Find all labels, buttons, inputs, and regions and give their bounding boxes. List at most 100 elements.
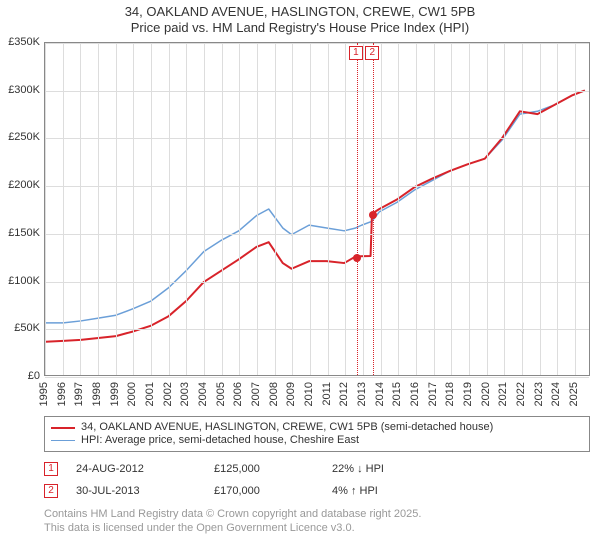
gridline-v <box>557 43 558 375</box>
gridline-v <box>257 43 258 375</box>
gridline-h <box>45 186 589 187</box>
legend-swatch <box>51 427 75 429</box>
gridline-v <box>398 43 399 375</box>
gridline-v <box>504 43 505 375</box>
legend: 34, OAKLAND AVENUE, HASLINGTON, CREWE, C… <box>44 416 590 452</box>
x-tick-label: 1998 <box>91 382 103 406</box>
event-marker-line <box>357 43 358 375</box>
event-price: £125,000 <box>214 463 314 475</box>
event-row: 1 24-AUG-2012 £125,000 22% ↓ HPI <box>44 458 590 480</box>
x-tick-label: 2024 <box>550 382 562 406</box>
gridline-h <box>45 234 589 235</box>
x-tick-label: 2009 <box>285 382 297 406</box>
x-tick-label: 2019 <box>462 382 474 406</box>
x-tick-label: 2025 <box>568 382 580 406</box>
legend-label: 34, OAKLAND AVENUE, HASLINGTON, CREWE, C… <box>81 421 493 434</box>
title-line-1: 34, OAKLAND AVENUE, HASLINGTON, CREWE, C… <box>0 4 600 20</box>
x-tick-label: 2013 <box>356 382 368 406</box>
plot-area <box>44 42 590 376</box>
gridline-h <box>45 91 589 92</box>
legend-label: HPI: Average price, semi-detached house,… <box>81 434 359 447</box>
legend-swatch <box>51 440 75 441</box>
gridline-v <box>381 43 382 375</box>
price-marker <box>353 254 361 262</box>
y-tick-label: £200K <box>0 179 40 191</box>
gridline-v <box>451 43 452 375</box>
footer-line-2: This data is licensed under the Open Gov… <box>44 522 421 536</box>
line-layer <box>45 43 589 375</box>
x-tick-label: 2005 <box>215 382 227 406</box>
event-marker-badge: 2 <box>365 46 379 60</box>
x-tick-label: 2006 <box>232 382 244 406</box>
gridline-v <box>169 43 170 375</box>
gridline-v <box>186 43 187 375</box>
event-row: 2 30-JUL-2013 £170,000 4% ↑ HPI <box>44 480 590 502</box>
gridline-v <box>116 43 117 375</box>
x-tick-label: 2004 <box>197 382 209 406</box>
event-delta: 22% ↓ HPI <box>332 463 590 475</box>
y-tick-label: £300K <box>0 84 40 96</box>
x-tick-label: 1996 <box>56 382 68 406</box>
chart-container: 34, OAKLAND AVENUE, HASLINGTON, CREWE, C… <box>0 0 600 560</box>
gridline-v <box>222 43 223 375</box>
x-tick-label: 2010 <box>303 382 315 406</box>
legend-item: HPI: Average price, semi-detached house,… <box>51 434 583 447</box>
x-tick-label: 2014 <box>374 382 386 406</box>
gridline-v <box>416 43 417 375</box>
gridline-v <box>98 43 99 375</box>
gridline-v <box>63 43 64 375</box>
x-tick-label: 2011 <box>321 382 333 406</box>
gridline-v <box>204 43 205 375</box>
gridline-v <box>275 43 276 375</box>
events-table: 1 24-AUG-2012 £125,000 22% ↓ HPI 2 30-JU… <box>44 458 590 502</box>
chart-title: 34, OAKLAND AVENUE, HASLINGTON, CREWE, C… <box>0 0 600 37</box>
event-badge: 1 <box>44 462 58 476</box>
x-tick-label: 2016 <box>409 382 421 406</box>
event-marker-badge: 1 <box>349 46 363 60</box>
title-line-2: Price paid vs. HM Land Registry's House … <box>0 20 600 36</box>
gridline-h <box>45 138 589 139</box>
x-tick-label: 2022 <box>515 382 527 406</box>
x-tick-label: 2018 <box>444 382 456 406</box>
x-tick-label: 2021 <box>497 382 509 406</box>
y-tick-label: £100K <box>0 275 40 287</box>
x-tick-label: 2007 <box>250 382 262 406</box>
y-tick-label: £0 <box>0 370 40 382</box>
x-tick-label: 2012 <box>338 382 350 406</box>
event-date: 30-JUL-2013 <box>76 485 196 497</box>
gridline-v <box>540 43 541 375</box>
x-tick-label: 1995 <box>38 382 50 406</box>
gridline-h <box>45 377 589 378</box>
y-tick-label: £150K <box>0 227 40 239</box>
x-tick-label: 1997 <box>73 382 85 406</box>
price-marker <box>369 211 377 219</box>
gridline-v <box>575 43 576 375</box>
y-tick-label: £50K <box>0 322 40 334</box>
footer-line-1: Contains HM Land Registry data © Crown c… <box>44 508 421 522</box>
x-tick-label: 2002 <box>162 382 174 406</box>
gridline-v <box>292 43 293 375</box>
gridline-v <box>133 43 134 375</box>
gridline-v <box>469 43 470 375</box>
x-tick-label: 2023 <box>533 382 545 406</box>
gridline-v <box>487 43 488 375</box>
gridline-v <box>45 43 46 375</box>
gridline-v <box>345 43 346 375</box>
x-tick-label: 2020 <box>480 382 492 406</box>
legend-item: 34, OAKLAND AVENUE, HASLINGTON, CREWE, C… <box>51 421 583 434</box>
gridline-h <box>45 43 589 44</box>
x-tick-label: 2008 <box>268 382 280 406</box>
gridline-v <box>310 43 311 375</box>
gridline-v <box>522 43 523 375</box>
x-tick-label: 2017 <box>427 382 439 406</box>
x-tick-label: 2015 <box>391 382 403 406</box>
x-tick-label: 2000 <box>126 382 138 406</box>
gridline-v <box>434 43 435 375</box>
gridline-v <box>328 43 329 375</box>
event-badge: 2 <box>44 484 58 498</box>
x-tick-label: 2001 <box>144 382 156 406</box>
y-tick-label: £250K <box>0 131 40 143</box>
x-tick-label: 2003 <box>179 382 191 406</box>
gridline-h <box>45 329 589 330</box>
event-date: 24-AUG-2012 <box>76 463 196 475</box>
